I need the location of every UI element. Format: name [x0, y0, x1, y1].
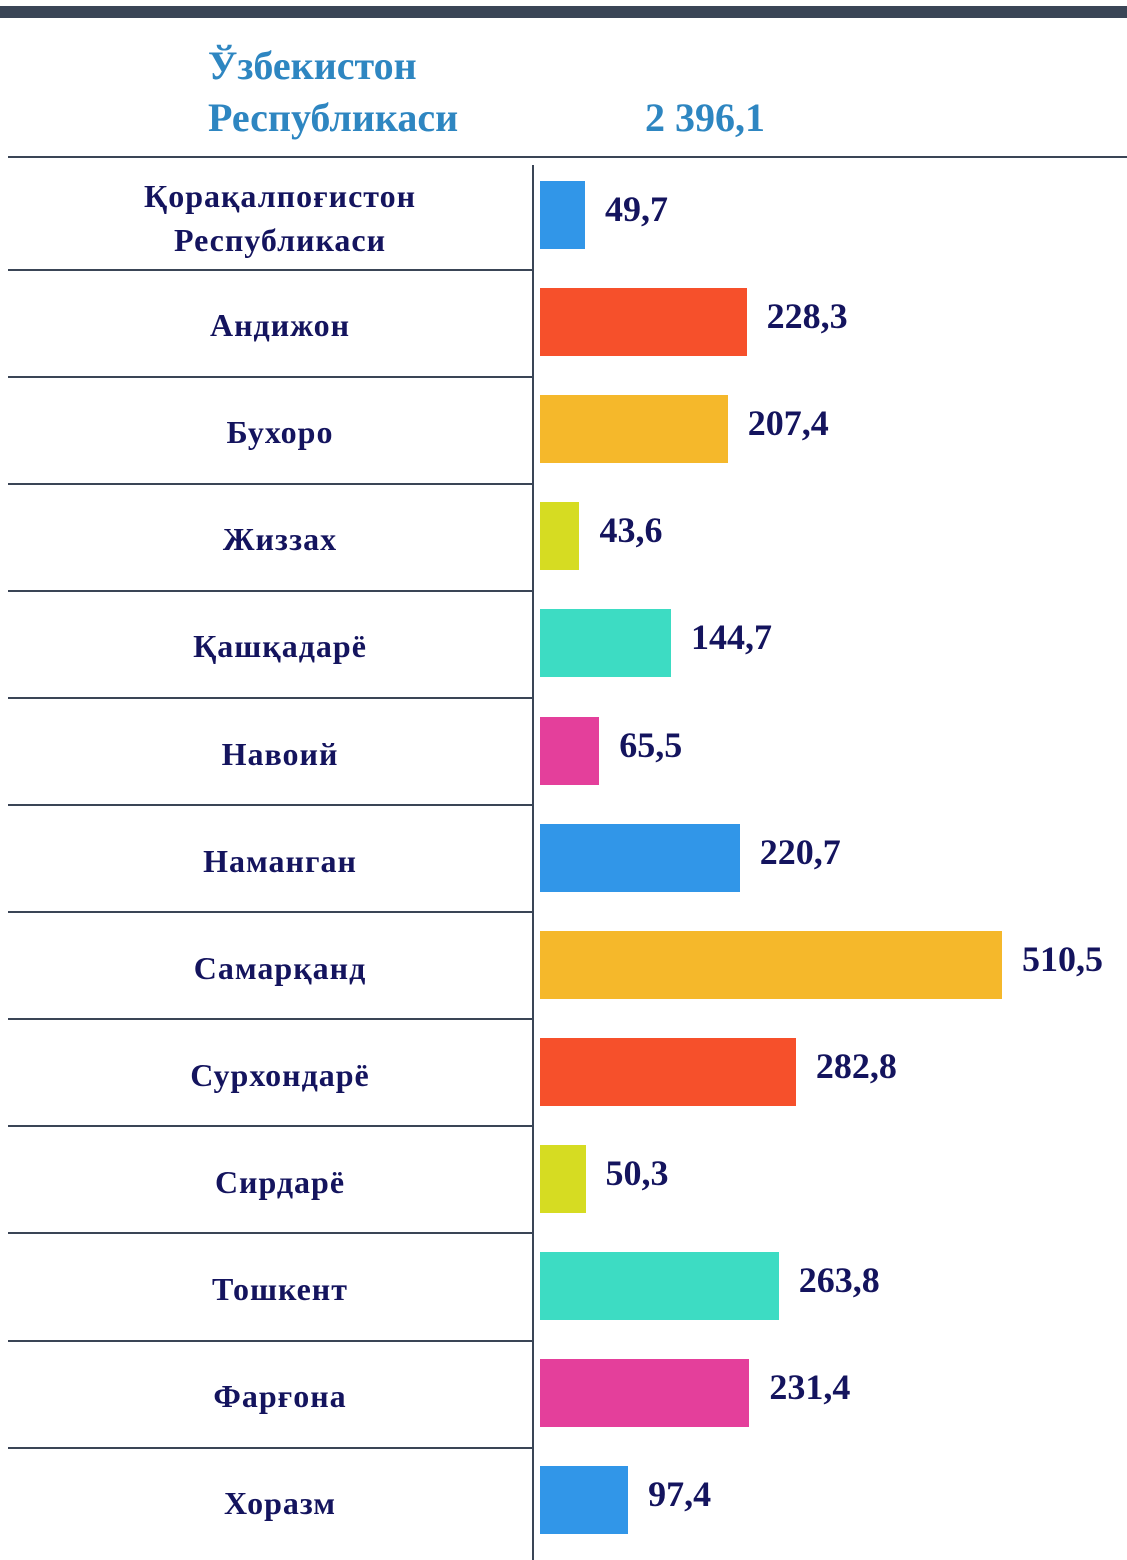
title: Ўзбекистон Республикаси — [208, 43, 459, 140]
divider — [532, 165, 534, 1560]
row-separator — [8, 1232, 533, 1235]
row-separator — [8, 589, 533, 592]
category-label: Қорақалпоғистон Республикаси — [143, 178, 416, 258]
category-label: Хоразм — [223, 1485, 337, 1522]
row-separator — [8, 482, 533, 485]
category-label: Самарқанд — [193, 949, 367, 986]
bar — [540, 609, 671, 678]
value-label: 50,3 — [605, 1152, 669, 1193]
value-label: 263,8 — [798, 1260, 880, 1300]
category-label: Сирдарё — [214, 1163, 346, 1200]
value-label: 220,7 — [759, 831, 841, 872]
row-separator — [8, 911, 533, 914]
bar — [540, 716, 600, 785]
value-label: 231,4 — [769, 1367, 851, 1408]
bar — [540, 1359, 750, 1428]
row-separator — [8, 696, 533, 699]
row-separator — [8, 804, 533, 807]
bar — [540, 181, 585, 249]
bar — [540, 823, 740, 892]
total-label: 2 396,1 — [645, 95, 765, 140]
category-label: Андижон — [209, 307, 350, 344]
category-label: Тошкент — [212, 1271, 348, 1307]
bar — [540, 1144, 586, 1213]
bar — [540, 1252, 779, 1320]
value-label: 207,4 — [747, 403, 829, 444]
row-separator — [8, 1125, 533, 1128]
value-label: 43,6 — [599, 510, 663, 551]
value-label: 97,4 — [648, 1474, 712, 1515]
category-label: Наманган — [203, 842, 357, 879]
value-label: 282,8 — [815, 1045, 897, 1086]
category-label: Жиззах — [222, 521, 338, 558]
category-label: Қашқадарё — [193, 628, 367, 665]
header-line — [8, 156, 1127, 158]
value-label: 228,3 — [766, 296, 848, 337]
top-band — [0, 6, 1127, 18]
row-separator — [8, 1339, 533, 1342]
bar — [540, 288, 747, 357]
row-separator — [8, 268, 533, 271]
bar — [540, 502, 580, 571]
value-label: 510,5 — [1022, 938, 1103, 979]
row-separator — [8, 1018, 533, 1021]
bar — [540, 395, 728, 464]
row-separator — [8, 1446, 533, 1449]
bar — [540, 1466, 629, 1535]
category-label: Сурхондарё — [190, 1056, 370, 1093]
value-label: 144,7 — [690, 617, 772, 658]
value-label: 49,7 — [604, 189, 668, 229]
bar — [540, 1037, 796, 1106]
category-label: Навоий — [221, 735, 339, 772]
row-separator — [8, 375, 533, 378]
category-label: Фарғона — [213, 1378, 347, 1415]
value-label: 65,5 — [619, 724, 683, 765]
bar — [540, 930, 1002, 999]
category-label: Бухоро — [226, 414, 334, 451]
